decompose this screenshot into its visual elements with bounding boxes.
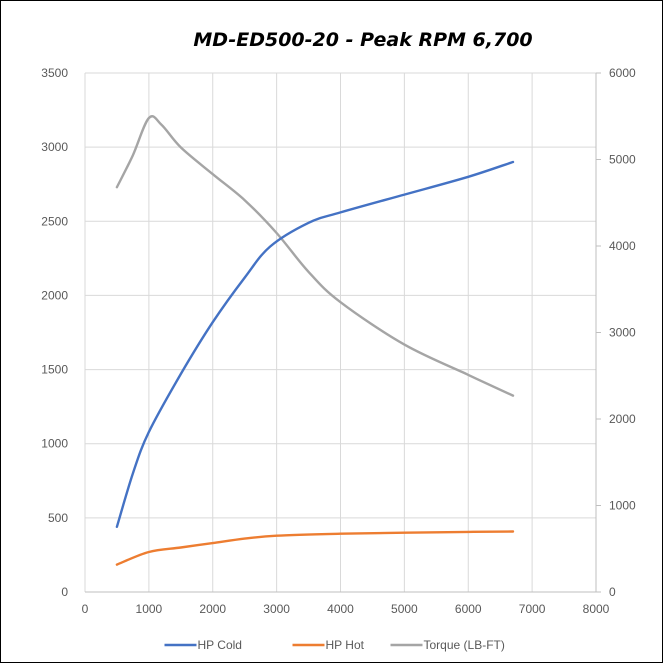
x-tick-label: 6000 [455,602,482,616]
series-line-hp-hot [115,530,515,566]
legend-label: HP Cold [198,638,242,652]
chart-title: MD-ED500-20 - Peak RPM 6,700 [193,29,532,51]
y-tick-label: 0 [61,585,68,599]
series-lines [115,115,515,566]
y-tick-label: 3500 [41,66,68,80]
legend-entry: HP Cold [164,638,242,652]
y-tick-label: 2500 [41,214,68,228]
y2-tick-label: 0 [609,585,616,599]
x-tick-label: 3000 [263,602,290,616]
x-tick-label: 7000 [519,602,546,616]
y2-tick-label: 5000 [609,153,636,167]
legend-entry: Torque (LB-FT) [390,638,505,652]
axes: 0 1000 2000 3000 4000 5000 6000 7000 8000 0 500 100… [41,66,636,616]
legend-label: HP Hot [326,638,365,652]
series-line-torque-lb-ft [115,115,515,397]
x-tick-label: 5000 [391,602,418,616]
legend: HP Cold HP Hot Torque (LB-FT) [164,638,505,652]
x-tick-label: 1000 [136,602,163,616]
y-tick-label: 3000 [41,140,68,154]
legend-label: Torque (LB-FT) [424,638,505,652]
y2-tick-label: 2000 [609,412,636,426]
legend-entry: HP Hot [292,638,365,652]
gridlines [84,72,597,593]
y2-tick-label: 4000 [609,239,636,253]
x-tick-label: 0 [82,602,89,616]
x-tick-label: 4000 [327,602,354,616]
x-tick-label: 8000 [583,602,610,616]
y-tick-label: 2000 [41,288,68,302]
y-tick-label: 500 [48,511,68,525]
y2-tick-label: 6000 [609,66,636,80]
y-tick-label: 1500 [41,363,68,377]
y-tick-label: 1000 [41,437,68,451]
series-line-hp-cold [115,160,515,528]
x-tick-label: 2000 [199,602,226,616]
y2-tick-label: 3000 [609,326,636,340]
y2-tick-label: 1000 [609,499,636,513]
